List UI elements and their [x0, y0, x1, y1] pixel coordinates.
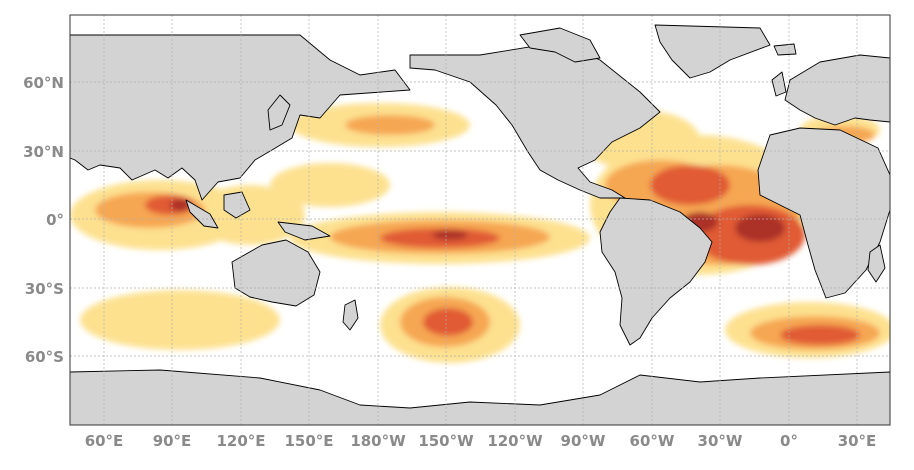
- hotspot-gulf-of-guinea-peak: [735, 214, 785, 242]
- hotspot-central-pacific-peak: [432, 230, 468, 240]
- lat-label-equator: 0°: [46, 211, 64, 229]
- hotspot-atlantic-band: [650, 165, 730, 205]
- lon-label-60e: 60°E: [85, 432, 124, 450]
- hotspot-bay-of-bengal-peak: [170, 199, 190, 211]
- anomaly-hotspots: [70, 103, 890, 363]
- landmass-eurasia-east: [70, 34, 411, 201]
- gridlines: [70, 15, 890, 425]
- lon-label-150w: 150°W: [418, 432, 474, 450]
- map-frame-border: [69, 14, 891, 426]
- latitude-axis: 60°N 30°N 0° 30°S 60°S: [23, 74, 64, 366]
- landmass-greenland: [654, 24, 771, 79]
- hotspot-kuroshio: [345, 115, 435, 135]
- lon-label-90e: 90°E: [153, 432, 192, 450]
- landmass-sumatra: [185, 199, 219, 229]
- landmass-new-guinea: [277, 221, 331, 241]
- hotspot-south-pacific-high: [423, 308, 473, 336]
- landmass-madagascar: [867, 244, 886, 283]
- lon-label-120e: 120°E: [216, 432, 265, 450]
- hotspot-southern-indian: [80, 290, 280, 350]
- landmass-japan: [267, 94, 291, 131]
- lat-label-60s: 60°S: [25, 348, 64, 366]
- lon-label-30e: 30°E: [838, 432, 877, 450]
- lon-label-30w: 30°W: [698, 432, 743, 450]
- landmass-antarctica: [70, 369, 890, 425]
- lat-label-30n: 30°N: [23, 143, 64, 161]
- lat-label-60n: 60°N: [23, 74, 64, 92]
- landmass-south-america: [599, 197, 713, 346]
- lon-label-120w: 120°W: [487, 432, 543, 450]
- hotspot-south-atlantic-high: [780, 325, 860, 345]
- landmass-new-zealand: [342, 299, 359, 331]
- lon-label-0: 0°: [780, 432, 798, 450]
- longitude-axis: 60°E 90°E 120°E 150°E 180°W 150°W 120°W …: [85, 432, 877, 450]
- lat-label-30s: 30°S: [25, 280, 64, 298]
- landmass-europe: [784, 54, 890, 126]
- lon-label-60w: 60°W: [630, 432, 675, 450]
- landmass-canadian-archipelago: [519, 27, 601, 63]
- landmass-uk: [771, 71, 787, 97]
- landmass-north-america: [409, 41, 661, 199]
- lon-label-180w: 180°W: [350, 432, 406, 450]
- lon-label-150e: 150°E: [284, 432, 333, 450]
- lon-label-90w: 90°W: [561, 432, 606, 450]
- landmass-iceland: [773, 43, 797, 56]
- landmass-australia: [231, 239, 321, 307]
- hotspot-maritime-continent: [195, 185, 305, 245]
- hotspot-tropical-west-pacific: [270, 163, 390, 207]
- landmass-borneo: [223, 191, 251, 219]
